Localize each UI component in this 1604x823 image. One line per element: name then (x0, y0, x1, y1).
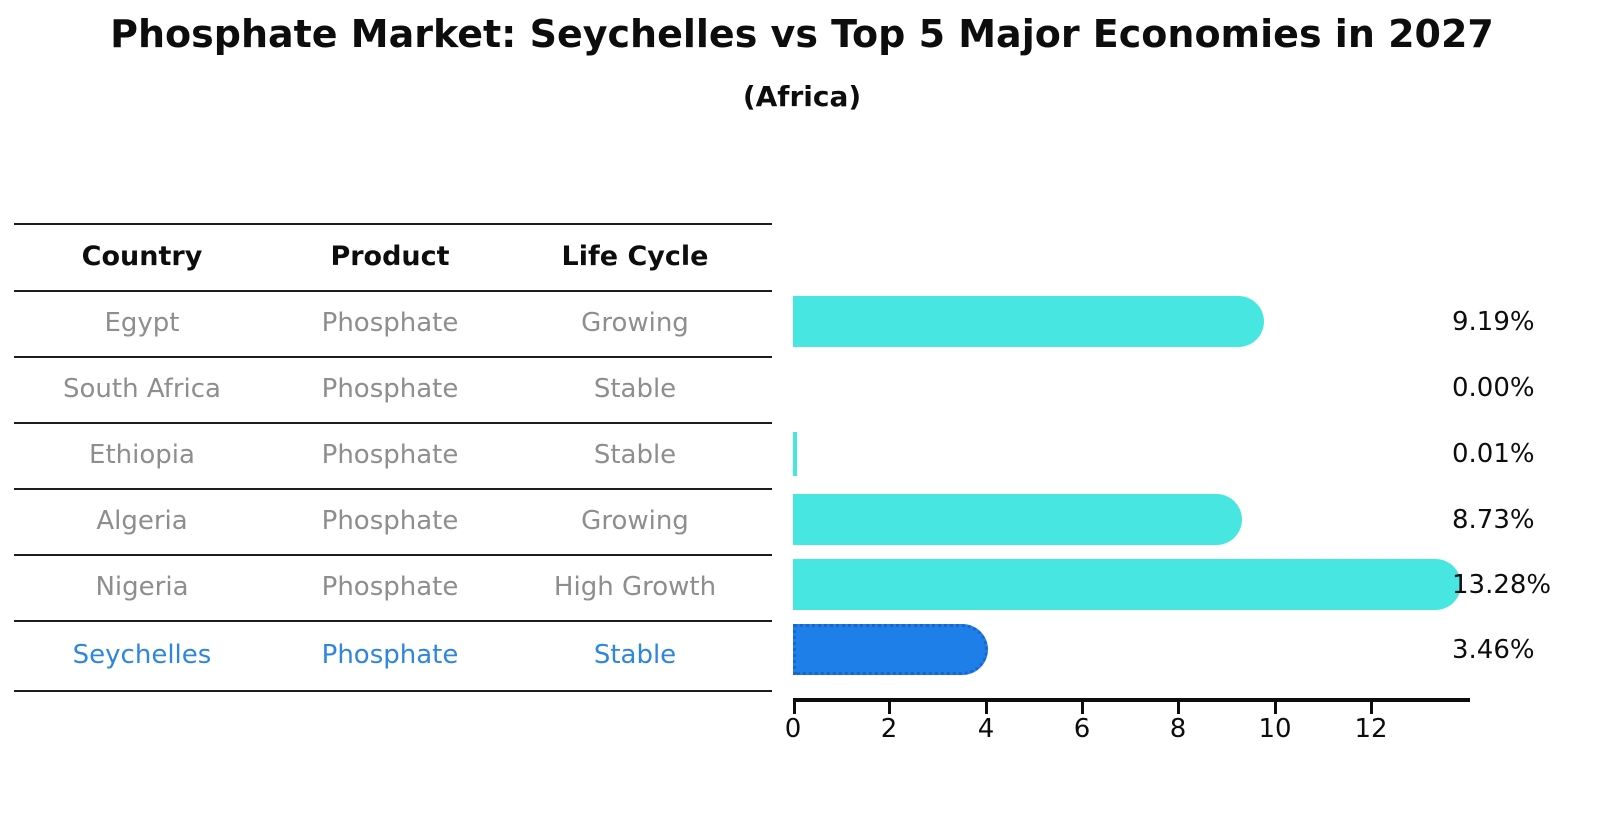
table-line (14, 488, 772, 490)
x-axis-tick-label: 12 (1354, 714, 1388, 744)
cell-life-cycle: Growing (581, 506, 689, 536)
table-row: Algeria Phosphate Growing (14, 488, 772, 554)
cell-product: Phosphate (321, 572, 459, 602)
page-title: Phosphate Market: Seychelles vs Top 5 Ma… (110, 12, 1494, 56)
cell-product: Phosphate (321, 308, 459, 338)
x-axis-tick (1370, 702, 1373, 714)
table-line (14, 223, 772, 225)
cell-country: Seychelles (72, 640, 212, 670)
table-row: Nigeria Phosphate High Growth (14, 554, 772, 620)
bar-chart-plot-area: 9.19% 0.00% 0.01% 8.73% 13.28% 3.46% (785, 290, 1553, 744)
cell-country: Nigeria (95, 572, 189, 602)
table-line (14, 290, 772, 292)
table-line (14, 620, 772, 622)
x-axis-tick-label: 4 (977, 714, 995, 744)
x-axis-tick-label: 6 (1073, 714, 1091, 744)
table-line (14, 554, 772, 556)
value-label: 0.00% (1452, 372, 1535, 403)
table-line (14, 356, 772, 358)
bar-row-seychelles: 3.46% (793, 624, 1553, 675)
table-line (14, 422, 772, 424)
bar-row-ethiopia: 0.01% (793, 428, 1553, 479)
table-row: Egypt Phosphate Growing (14, 290, 772, 356)
page-subtitle: (Africa) (742, 80, 862, 113)
cell-country: Ethiopia (89, 440, 195, 470)
table-row-seychelles-highlight: Seychelles Phosphate Stable (14, 620, 772, 690)
x-axis-tick (888, 702, 891, 714)
x-axis-tick-label: 0 (784, 714, 802, 744)
table-line (14, 690, 772, 692)
x-axis-tick (1081, 702, 1084, 714)
x-axis-tick-label: 10 (1258, 714, 1292, 744)
value-label: 8.73% (1452, 504, 1535, 535)
cell-country: Algeria (96, 506, 188, 536)
bar-seychelles-highlight (793, 624, 988, 675)
value-label: 0.01% (1452, 438, 1535, 469)
cell-life-cycle: Stable (593, 440, 677, 470)
bar-row-south-africa: 0.00% (793, 362, 1553, 413)
bar-ethiopia (793, 432, 797, 476)
x-axis-tick-label: 2 (880, 714, 898, 744)
table-row: Ethiopia Phosphate Stable (14, 422, 772, 488)
cell-life-cycle: Stable (593, 374, 677, 404)
column-header-product: Product (330, 241, 450, 272)
x-axis-line (793, 698, 1470, 702)
cell-product: Phosphate (321, 374, 459, 404)
cell-life-cycle: High Growth (553, 572, 717, 602)
cell-country: Egypt (104, 308, 180, 338)
cell-product: Phosphate (321, 506, 459, 536)
bar-row-algeria: 8.73% (793, 494, 1553, 545)
bar-row-egypt: 9.19% (793, 296, 1553, 347)
bar-egypt (793, 296, 1264, 347)
table-header-row: Country Product Life Cycle (14, 223, 772, 290)
column-header-life-cycle: Life Cycle (561, 241, 709, 272)
value-label: 3.46% (1452, 634, 1535, 665)
x-axis-tick (1177, 702, 1180, 714)
cell-life-cycle: Stable (593, 640, 677, 670)
cell-life-cycle: Growing (581, 308, 689, 338)
bar-row-nigeria: 13.28% (793, 559, 1553, 610)
x-axis-tick-label: 8 (1169, 714, 1187, 744)
x-axis-tick (1274, 702, 1277, 714)
bar-algeria (793, 494, 1242, 545)
bar-nigeria (793, 559, 1461, 610)
cell-product: Phosphate (321, 640, 459, 670)
cell-country: South Africa (63, 374, 221, 404)
country-table: Country Product Life Cycle Egypt Phospha… (14, 223, 772, 690)
value-label: 13.28% (1452, 569, 1552, 600)
table-row: South Africa Phosphate Stable (14, 356, 772, 422)
column-header-country: Country (81, 241, 203, 272)
value-label: 9.19% (1452, 306, 1535, 337)
x-axis-tick (793, 702, 796, 714)
cell-product: Phosphate (321, 440, 459, 470)
x-axis-tick (985, 702, 988, 714)
